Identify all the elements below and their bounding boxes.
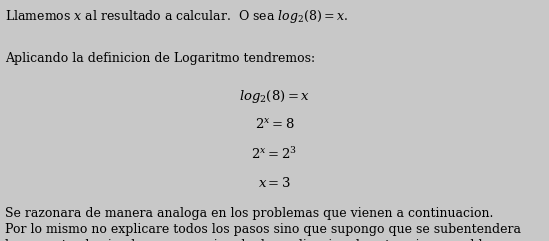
Text: Por lo mismo no explicare todos los pasos sino que supongo que se subentendera: Por lo mismo no explicare todos los paso… xyxy=(5,223,522,236)
Text: Llamemos $x$ al resultado a calcular.  O sea $log_2(8) = x$.: Llamemos $x$ al resultado a calcular. O … xyxy=(5,8,349,26)
Text: $2^x = 8$: $2^x = 8$ xyxy=(255,117,294,131)
Text: $2^x = 2^3$: $2^x = 2^3$ xyxy=(251,146,298,162)
Text: Aplicando la definicion de Logaritmo tendremos:: Aplicando la definicion de Logaritmo ten… xyxy=(5,52,316,65)
Text: Se razonara de manera analoga en los problemas que vienen a continuacion.: Se razonara de manera analoga en los pro… xyxy=(5,207,494,220)
Text: lo que estoy haciendo porque es igual a la explicacion de este primer problema.: lo que estoy haciendo porque es igual a … xyxy=(5,239,513,241)
Text: $x = 3$: $x = 3$ xyxy=(258,176,291,190)
Text: $log_2(8) = x$: $log_2(8) = x$ xyxy=(239,88,310,105)
